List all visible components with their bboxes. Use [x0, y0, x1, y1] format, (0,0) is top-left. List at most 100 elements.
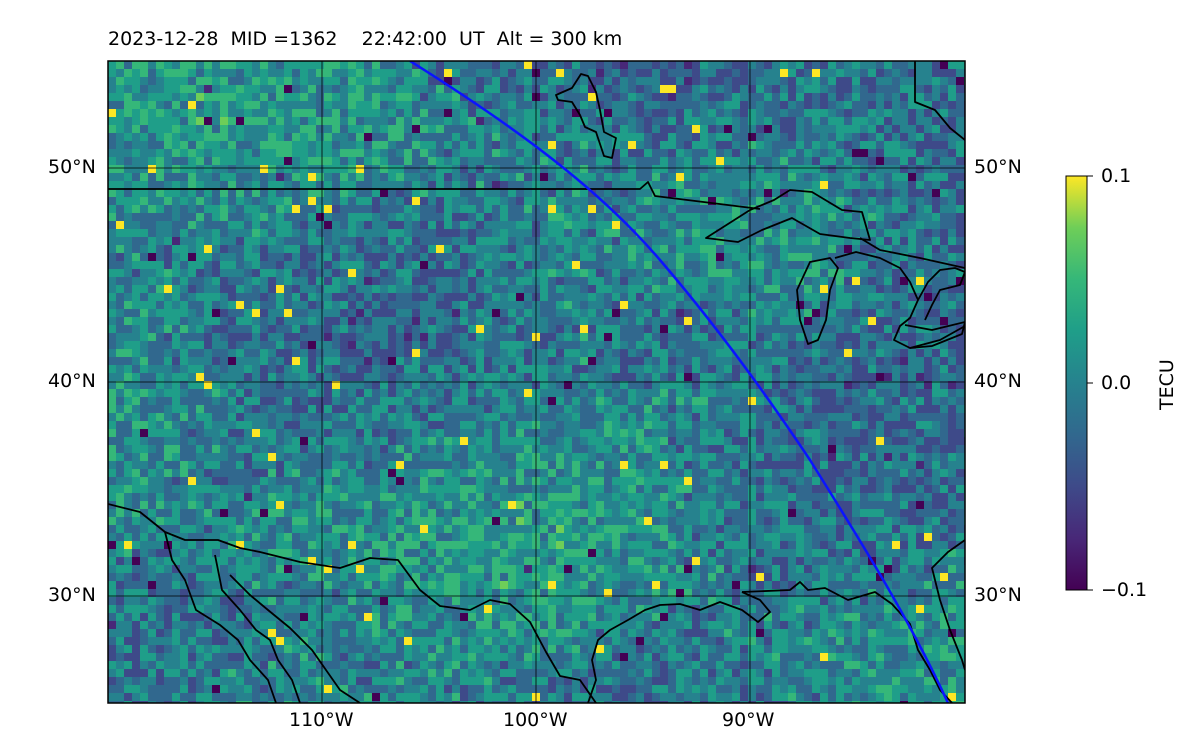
tec-cell: [524, 61, 533, 70]
tec-cell: [652, 389, 661, 398]
tec-cell: [852, 149, 861, 158]
tec-cell: [316, 373, 325, 382]
tec-cell: [332, 333, 341, 342]
tec-cell: [364, 229, 373, 238]
tec-cell: [460, 405, 469, 414]
tec-cell: [660, 109, 669, 118]
tec-cell: [796, 229, 805, 238]
tec-cell: [316, 205, 325, 214]
tec-cell: [500, 133, 509, 142]
tec-cell: [572, 101, 581, 110]
tec-cell: [940, 349, 949, 358]
tec-cell: [340, 133, 349, 142]
tec-cell: [476, 125, 485, 134]
tec-cell: [460, 213, 469, 222]
tec-cell: [404, 365, 413, 374]
tec-cell: [732, 309, 741, 318]
tec-cell: [156, 205, 165, 214]
tec-cell: [740, 69, 749, 78]
tec-cell: [932, 365, 941, 374]
tec-cell: [308, 245, 317, 254]
tec-cell: [340, 85, 349, 94]
tec-cell: [148, 317, 157, 326]
tec-cell: [516, 197, 525, 206]
tec-cell: [460, 357, 469, 366]
tec-cell: [428, 373, 437, 382]
tec-cell: [156, 69, 165, 78]
tec-cell: [868, 173, 877, 182]
tec-cell: [580, 157, 589, 166]
tec-cell: [556, 93, 565, 102]
tec-cell: [164, 61, 173, 70]
tec-cell: [828, 285, 837, 294]
tec-cell: [844, 373, 853, 382]
tec-cell: [196, 381, 205, 390]
tec-cell: [564, 157, 573, 166]
tec-cell: [276, 341, 285, 350]
tec-cell: [452, 261, 461, 270]
tec-cell: [628, 205, 637, 214]
tec-cell: [860, 349, 869, 358]
tec-cell: [668, 245, 677, 254]
tec-cell: [164, 77, 173, 86]
tec-cell: [564, 93, 573, 102]
tec-cell: [436, 125, 445, 134]
tec-cell: [380, 309, 389, 318]
tec-cell: [428, 405, 437, 414]
tec-cell: [804, 333, 813, 342]
tec-cell: [452, 349, 461, 358]
tec-cell: [812, 301, 821, 310]
tec-cell: [124, 341, 133, 350]
tec-cell: [484, 269, 493, 278]
tec-cell: [684, 205, 693, 214]
tec-cell: [228, 157, 237, 166]
tec-cell: [324, 285, 333, 294]
tec-cell: [828, 125, 837, 134]
tec-cell: [356, 205, 365, 214]
tec-cell: [116, 189, 125, 198]
tec-cell: [444, 77, 453, 86]
tec-cell: [316, 301, 325, 310]
tec-cell: [940, 125, 949, 134]
tec-cell: [780, 421, 789, 430]
tec-cell: [148, 269, 157, 278]
tec-cell: [220, 365, 229, 374]
tec-cell: [236, 413, 245, 422]
tec-cell: [764, 101, 773, 110]
tec-cell: [628, 221, 637, 230]
tec-cell: [948, 149, 957, 158]
tec-cell: [356, 157, 365, 166]
tec-cell: [940, 221, 949, 230]
tec-cell: [764, 221, 773, 230]
tec-cell: [340, 213, 349, 222]
tec-cell: [612, 285, 621, 294]
tec-cell: [116, 197, 125, 206]
tec-cell: [908, 77, 917, 86]
tec-cell: [180, 93, 189, 102]
tec-cell: [588, 317, 597, 326]
tec-cell: [900, 349, 909, 358]
tec-cell: [644, 381, 653, 390]
tec-cell: [588, 221, 597, 230]
tec-cell: [868, 405, 877, 414]
tec-cell: [196, 349, 205, 358]
tec-cell: [324, 389, 333, 398]
tec-cell: [492, 421, 501, 430]
tec-cell: [692, 93, 701, 102]
tec-cell: [268, 149, 277, 158]
tec-cell: [260, 221, 269, 230]
tec-cell: [356, 229, 365, 238]
tec-cell: [180, 125, 189, 134]
tec-cell: [484, 117, 493, 126]
tec-cell: [180, 269, 189, 278]
tec-cell: [908, 205, 917, 214]
tec-cell: [260, 69, 269, 78]
tec-cell: [668, 61, 677, 70]
tec-cell: [524, 293, 533, 302]
tec-cell: [244, 413, 253, 422]
tec-cell: [764, 317, 773, 326]
tec-cell: [556, 69, 565, 78]
tec-cell: [652, 117, 661, 126]
tec-cell: [348, 261, 357, 270]
tec-cell: [188, 301, 197, 310]
